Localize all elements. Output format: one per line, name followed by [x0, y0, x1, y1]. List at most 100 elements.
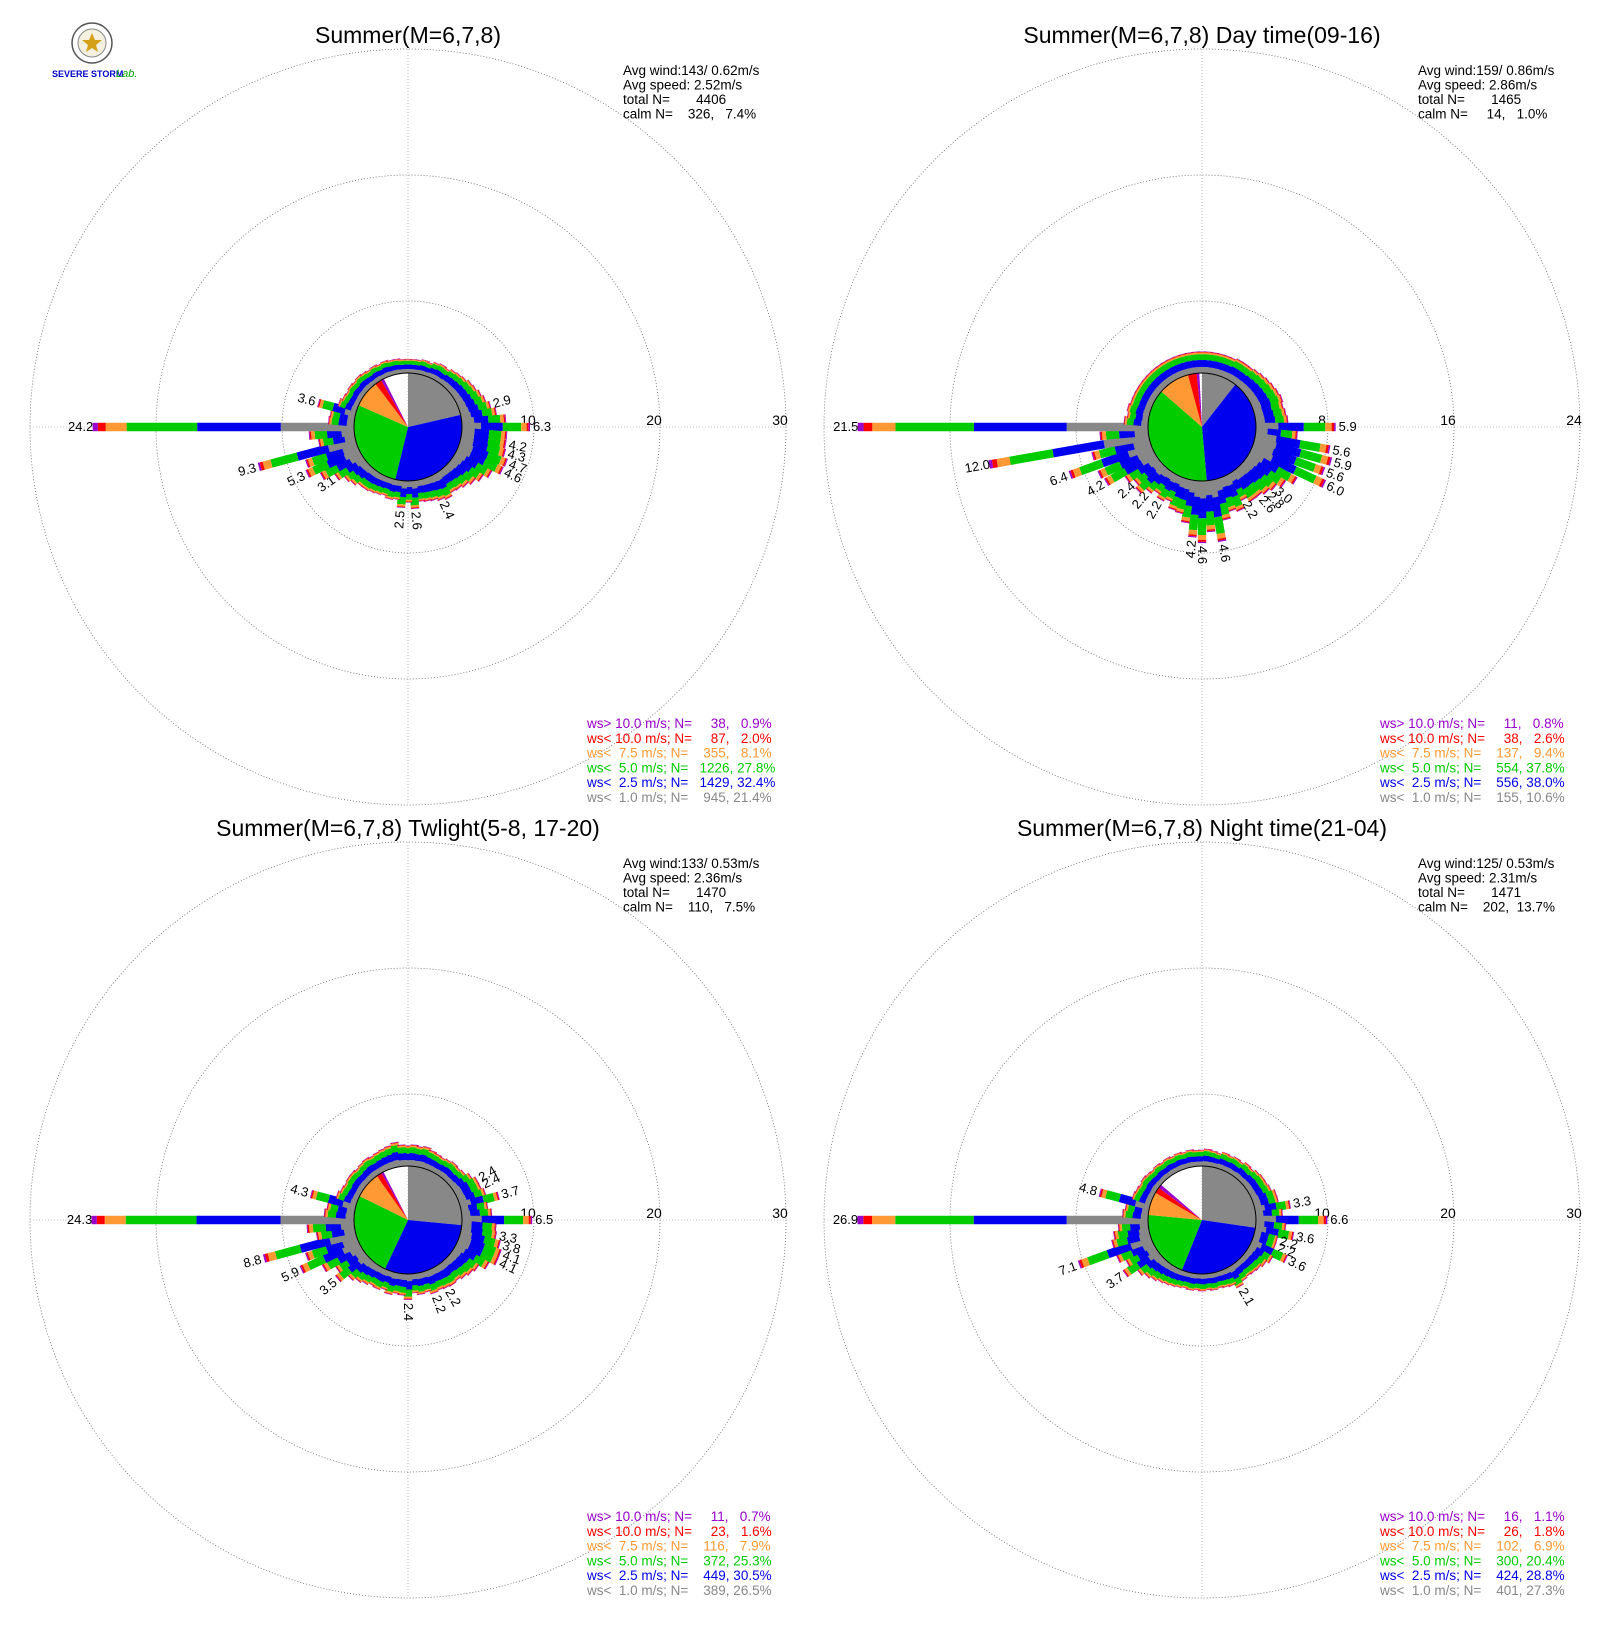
petal-segment [1125, 1202, 1130, 1212]
petal-segment [1266, 470, 1282, 485]
legend-entry: ws> 10.0 m/s; N= 38, 0.9% [586, 716, 772, 731]
stat-total: total N= 1465 [1418, 92, 1521, 107]
petal-segment [1291, 430, 1296, 440]
petal-segment [451, 1161, 459, 1167]
petal-segment [1244, 469, 1260, 485]
petal-segment [1098, 446, 1117, 459]
ring-3 [823, 841, 1581, 1599]
petal-segment [1122, 1269, 1129, 1278]
petal-segment [335, 1265, 341, 1273]
petal-segment [991, 458, 998, 469]
petal-segment [1319, 443, 1327, 453]
petal-segment [483, 468, 491, 478]
petal-segment [490, 1255, 497, 1265]
petal-segment [1276, 477, 1285, 487]
petal-label: 3.8 [501, 1238, 522, 1257]
petal-segment [1318, 1215, 1324, 1225]
petal-segment [472, 384, 478, 392]
petal-segment [1259, 474, 1274, 488]
petal-segment [1274, 1189, 1278, 1198]
petal-segment [1236, 358, 1244, 364]
petal-segment [499, 414, 505, 424]
petal [397, 1144, 408, 1167]
legend-entry: ws< 10.0 m/s; N= 23, 1.6% [586, 1524, 772, 1539]
petal-segment [482, 395, 487, 404]
petal-segment [1262, 487, 1270, 495]
legend-entry: ws< 7.5 m/s; N= 137, 9.4% [1379, 746, 1565, 761]
petal-segment [490, 407, 496, 417]
petal-segment [1313, 464, 1322, 474]
stat-avg-wind: Avg wind:133/ 0.53m/s [623, 856, 760, 871]
petal-segment [378, 1147, 387, 1151]
petal-segment [1226, 505, 1236, 511]
petal-segment [1079, 459, 1104, 476]
petal-label: 5.9 [279, 1264, 302, 1285]
petal-segment [1138, 380, 1144, 388]
petal-segment [1104, 461, 1123, 476]
legend-entry: ws< 5.0 m/s; N= 300, 20.4% [1379, 1553, 1565, 1568]
petal-segment [430, 1291, 439, 1295]
petal-segment [1192, 1156, 1202, 1163]
petal-segment [390, 1291, 400, 1294]
petal-segment [316, 1231, 320, 1241]
petal-segment [1204, 352, 1213, 355]
petal-segment [1124, 475, 1130, 484]
petal-segment [1293, 457, 1316, 472]
petal-segment [1101, 449, 1130, 468]
petal-segment [308, 1224, 314, 1233]
petal-label: 2.9 [491, 392, 512, 411]
petal-segment [347, 1274, 354, 1281]
petal-label: 7.1 [1057, 1258, 1079, 1278]
pie-slice [375, 380, 408, 427]
petal-segment [1113, 1238, 1119, 1248]
petal-segment [1209, 1150, 1219, 1152]
petal-segment [347, 1272, 356, 1281]
petal-segment [1126, 1257, 1133, 1267]
petal-segment [1125, 1202, 1128, 1211]
petal-segment [1072, 467, 1083, 478]
petal-segment [1134, 1185, 1139, 1194]
ring-label: 20 [1440, 1205, 1456, 1221]
petal-segment [309, 431, 312, 440]
petal-segment [336, 1263, 344, 1273]
ring-label: 16 [1440, 412, 1456, 428]
petal-segment [1077, 1260, 1083, 1269]
petal-segment [354, 1276, 362, 1283]
petal-segment [497, 1240, 501, 1249]
petal-segment [270, 452, 299, 468]
petal-segment [1222, 517, 1231, 521]
petal-segment [493, 1239, 499, 1249]
petal-segment [1222, 1151, 1231, 1155]
petal-segment [384, 497, 393, 501]
petal [452, 450, 493, 479]
petal-segment [1123, 458, 1144, 475]
petal-segment [1153, 1162, 1160, 1169]
petal-segment [428, 1149, 437, 1154]
petal-segment [1272, 388, 1279, 398]
petal [452, 1243, 490, 1270]
petal-segment [1125, 475, 1131, 483]
petal-segment [1221, 513, 1231, 519]
petal-segment [1271, 1189, 1277, 1199]
petal-label: 4.3 [506, 446, 527, 465]
petal-segment [397, 1144, 406, 1147]
petal-segment [1160, 359, 1169, 365]
petal-segment [1203, 1148, 1213, 1151]
petal-segment [863, 1215, 873, 1225]
petal-segment [483, 1187, 487, 1197]
petal-segment [437, 497, 446, 502]
petal-segment [391, 358, 401, 361]
petal-segment [479, 1250, 494, 1263]
petal-segment [1245, 1161, 1252, 1168]
petal-segment [468, 1238, 486, 1252]
petal-segment [1274, 442, 1302, 458]
petal-segment [1136, 1247, 1150, 1261]
petal-segment [503, 414, 506, 423]
petal-segment [1328, 457, 1333, 466]
petal-segment [467, 1269, 474, 1276]
petal-segment [1145, 487, 1153, 494]
petal-segment [1237, 462, 1251, 476]
petal-segment [491, 1223, 495, 1232]
pie-slice [1161, 374, 1202, 427]
stat-calm: calm N= 202, 13.7% [1418, 900, 1555, 915]
